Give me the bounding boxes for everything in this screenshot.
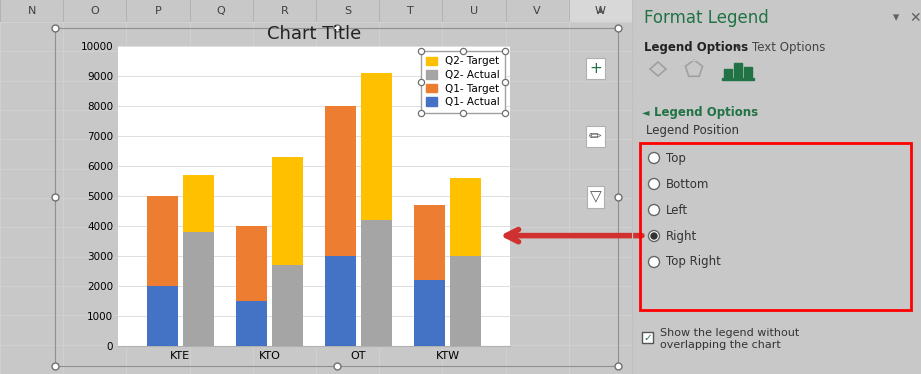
Text: +: +	[589, 61, 601, 76]
Bar	[734, 63, 742, 77]
Bar	[640, 143, 911, 310]
Text: N: N	[28, 6, 36, 16]
Bar	[272, 157, 303, 265]
Bar	[361, 73, 392, 220]
Text: Legend Options: Legend Options	[654, 105, 758, 119]
Bar	[449, 256, 481, 346]
Text: ▾: ▾	[736, 42, 740, 52]
Bar	[236, 226, 267, 301]
Circle shape	[648, 257, 659, 267]
Text: ◄: ◄	[642, 107, 649, 117]
Text: ▾: ▾	[893, 12, 899, 25]
Circle shape	[651, 233, 657, 239]
Bar	[569, 0, 632, 22]
Bar	[147, 196, 178, 286]
Bar	[361, 220, 392, 346]
Circle shape	[648, 230, 659, 242]
Text: Left: Left	[666, 203, 688, 217]
Bar	[325, 256, 356, 346]
Text: ✕: ✕	[909, 11, 921, 25]
Title: Chart Title: Chart Title	[267, 25, 361, 43]
Circle shape	[648, 178, 659, 190]
Text: Top: Top	[666, 151, 686, 165]
Bar	[236, 301, 267, 346]
Bar	[744, 67, 752, 77]
Bar	[182, 232, 214, 346]
Text: overlapping the chart: overlapping the chart	[660, 340, 781, 350]
Legend: Q2- Target, Q2- Actual, Q1- Target, Q1- Actual: Q2- Target, Q2- Actual, Q1- Target, Q1- …	[421, 51, 505, 113]
Text: S: S	[344, 6, 351, 16]
Bar	[449, 178, 481, 256]
Text: ✏: ✏	[589, 129, 601, 144]
Text: P: P	[155, 6, 161, 16]
Text: Show the legend without: Show the legend without	[660, 328, 799, 338]
Text: Right: Right	[666, 230, 697, 242]
Bar	[414, 205, 446, 280]
Bar	[272, 265, 303, 346]
Text: O: O	[90, 6, 99, 16]
Text: Legend Position: Legend Position	[646, 123, 739, 137]
Bar	[722, 77, 754, 80]
Text: V: V	[533, 6, 541, 16]
Text: T: T	[407, 6, 414, 16]
Text: W: W	[595, 6, 606, 16]
Text: ✓: ✓	[643, 332, 652, 343]
Bar	[325, 106, 356, 256]
Bar	[147, 286, 178, 346]
Text: ▲: ▲	[598, 7, 603, 13]
Text: Top Right: Top Right	[666, 255, 721, 269]
Bar	[724, 69, 732, 77]
Text: Format Legend: Format Legend	[644, 9, 769, 27]
Text: Bottom: Bottom	[666, 178, 709, 190]
Text: R: R	[281, 6, 288, 16]
Circle shape	[648, 205, 659, 215]
Text: Legend Options: Legend Options	[644, 40, 748, 53]
Text: Q: Q	[216, 6, 226, 16]
Text: U: U	[470, 6, 478, 16]
Bar	[642, 332, 653, 343]
Circle shape	[648, 153, 659, 163]
Bar	[414, 280, 446, 346]
Text: Text Options: Text Options	[752, 40, 825, 53]
Text: ▽: ▽	[589, 190, 601, 205]
Bar	[182, 175, 214, 232]
